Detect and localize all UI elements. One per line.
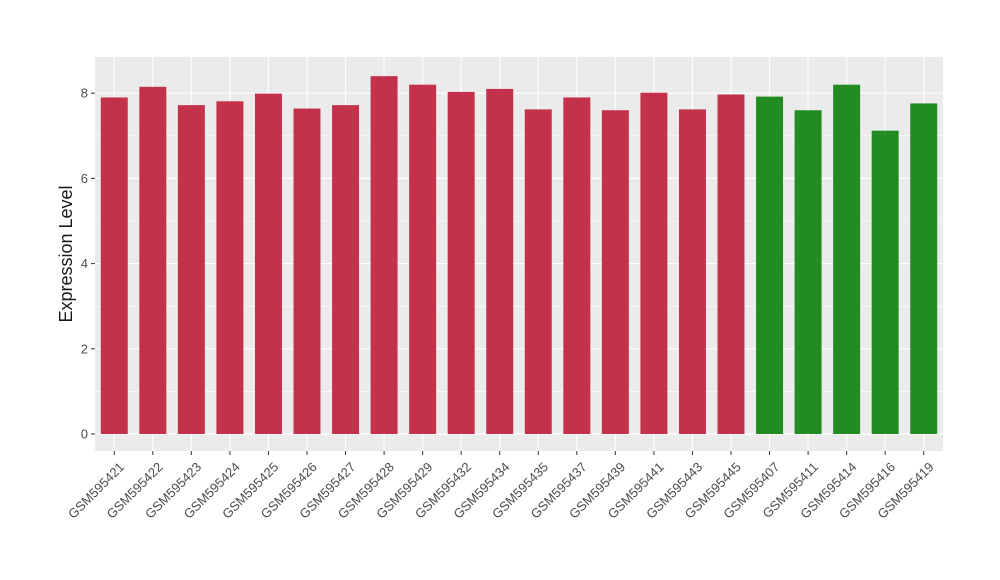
bar-gsm595441 (640, 92, 668, 435)
bar-gsm595421 (100, 97, 128, 435)
bar-gsm595432 (447, 91, 475, 434)
bar-gsm595427 (332, 105, 360, 435)
bar-gsm595423 (177, 105, 205, 435)
bar-gsm595434 (486, 88, 514, 434)
bar-gsm595422 (139, 86, 167, 434)
bars-group (100, 76, 938, 435)
bar-gsm595407 (756, 96, 784, 434)
x-axis: GSM595421GSM595422GSM595423GSM595424GSM5… (65, 451, 937, 522)
bar-gsm595416 (871, 130, 899, 435)
bar-gsm595445 (717, 94, 745, 434)
bar-gsm595435 (524, 109, 552, 434)
bar-gsm595411 (794, 110, 822, 435)
y-tick-label: 4 (81, 256, 88, 271)
y-axis-title: Expression Level (56, 185, 76, 322)
y-tick-label: 6 (81, 171, 88, 186)
bar-gsm595429 (409, 84, 437, 435)
bar-gsm595424 (216, 101, 244, 434)
bar-gsm595426 (293, 108, 321, 434)
bar-gsm595414 (833, 84, 861, 435)
y-tick-label: 8 (81, 86, 88, 101)
bar-gsm595428 (370, 76, 398, 434)
y-tick-label: 0 (81, 427, 88, 442)
y-tick-label: 2 (81, 341, 88, 356)
y-axis: 0 2 4 6 8 (81, 86, 95, 442)
bar-gsm595419 (910, 103, 938, 434)
bar-gsm595439 (601, 110, 629, 435)
bar-gsm595443 (678, 109, 706, 434)
bar-gsm595425 (254, 93, 282, 434)
bar-gsm595437 (563, 97, 591, 435)
